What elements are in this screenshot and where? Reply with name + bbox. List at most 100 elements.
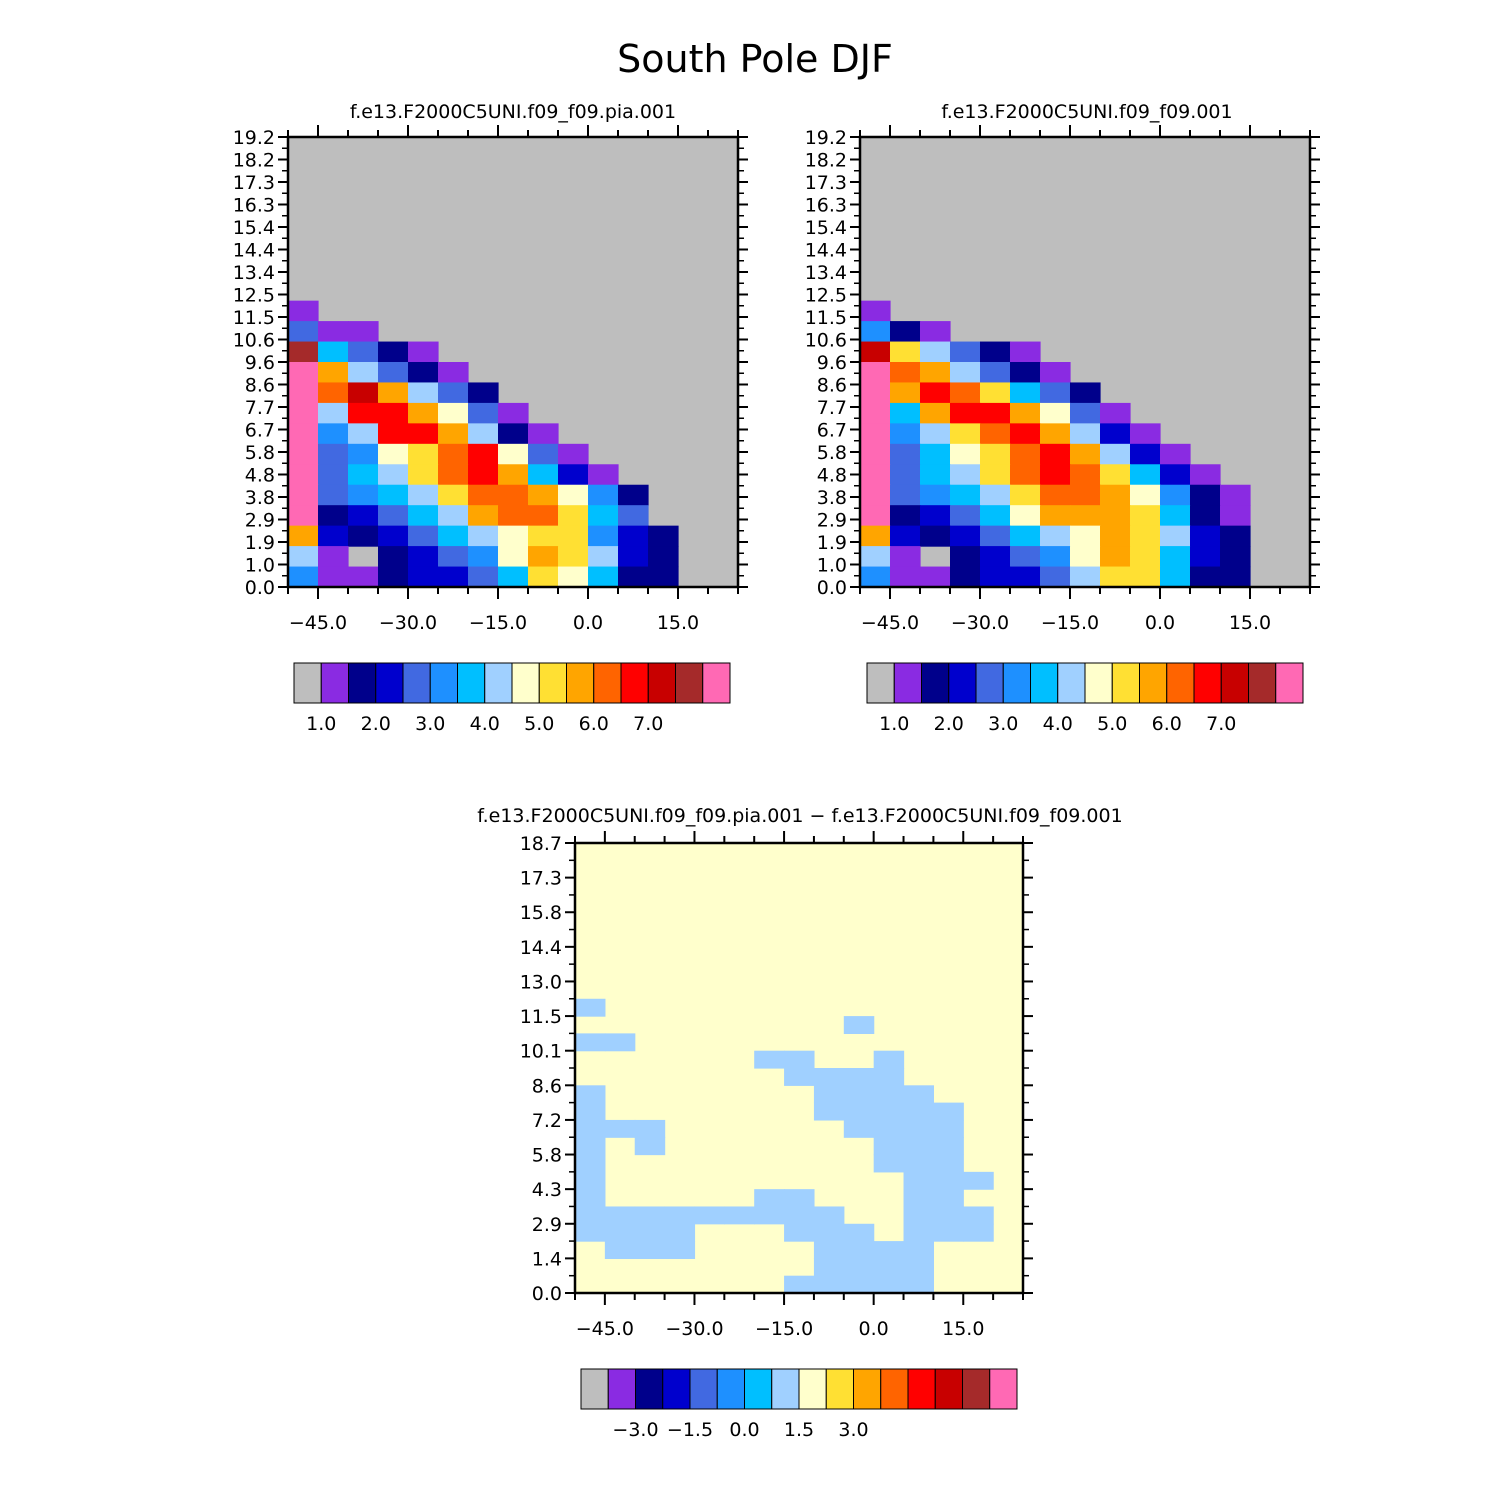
- colorbar-box: [1193, 662, 1222, 704]
- heatmap-cell: [890, 546, 921, 568]
- colorbar-box: [429, 662, 458, 704]
- heatmap-cell: [575, 1033, 606, 1052]
- y-tick-label: 2.9: [817, 510, 847, 532]
- heatmap-cell: [408, 402, 439, 424]
- colorbar-box: [866, 662, 895, 704]
- heatmap-cell: [618, 525, 649, 547]
- heatmap-cell: [1040, 525, 1071, 547]
- x-tick-label: −45.0: [576, 1318, 634, 1340]
- heatmap-cell: [468, 566, 499, 588]
- colorbar-box: [798, 1368, 827, 1410]
- heatmap-cell: [950, 566, 981, 588]
- heatmap-cell: [1190, 484, 1221, 506]
- panel-diff-cells: [575, 843, 1023, 1294]
- y-tick-label: 17.3: [520, 868, 562, 890]
- heatmap-cell: [498, 546, 529, 568]
- x-tick-label: 0.0: [573, 612, 603, 634]
- heatmap-cell: [1010, 341, 1041, 363]
- heatmap-cell: [980, 546, 1011, 568]
- heatmap-cell: [920, 505, 951, 527]
- heatmap-cell: [1160, 546, 1191, 568]
- heatmap-cell: [558, 525, 589, 547]
- colorbar-box: [934, 1368, 963, 1410]
- heatmap-cell: [754, 1189, 785, 1208]
- heatmap-cell: [920, 402, 951, 424]
- heatmap-cell: [963, 1206, 994, 1225]
- colorbar-box: [1084, 662, 1113, 704]
- heatmap-cell: [618, 566, 649, 588]
- colorbar-label: 6.0: [1152, 713, 1182, 735]
- heatmap-cell: [903, 1137, 934, 1156]
- heatmap-cell: [604, 1223, 636, 1242]
- y-tick-label: 17.3: [805, 172, 847, 194]
- heatmap-cell: [1070, 423, 1101, 445]
- heatmap-cell: [468, 546, 499, 568]
- heatmap-cell: [288, 443, 319, 465]
- colorbar-box: [893, 662, 922, 704]
- heatmap-cell: [438, 566, 469, 588]
- colorbar-box: [1139, 662, 1168, 704]
- heatmap-cell: [348, 321, 379, 343]
- y-tick-label: 1.0: [817, 555, 847, 577]
- heatmap-cell: [1100, 402, 1131, 424]
- x-tick-label: −30.0: [665, 1318, 723, 1340]
- heatmap-cell: [558, 443, 589, 465]
- heatmap-cell: [920, 464, 951, 486]
- heatmap-cell: [950, 362, 981, 384]
- heatmap-cell: [648, 546, 679, 568]
- heatmap-cell: [1070, 382, 1101, 404]
- y-tick-label: 14.4: [233, 240, 275, 262]
- heatmap-cell: [890, 402, 921, 424]
- colorbar-box: [484, 662, 513, 704]
- colorbar-box: [975, 662, 1004, 704]
- heatmap-cell: [604, 1119, 636, 1138]
- heatmap-cell: [843, 1275, 875, 1294]
- heatmap-cell: [1190, 505, 1221, 527]
- heatmap-cell: [634, 1223, 666, 1242]
- heatmap-cell: [813, 1275, 845, 1294]
- colorbar-box: [607, 1368, 636, 1410]
- heatmap-cell: [890, 443, 921, 465]
- y-tick-label: 9.6: [817, 352, 847, 374]
- heatmap-cell: [664, 1241, 696, 1259]
- heatmap-cell: [980, 525, 1011, 547]
- heatmap-cell: [1010, 525, 1041, 547]
- y-tick-label: 13.4: [233, 262, 275, 284]
- heatmap-cell: [933, 1171, 964, 1190]
- heatmap-cell: [860, 525, 891, 547]
- y-tick-label: 14.4: [805, 240, 847, 262]
- heatmap-cell: [408, 464, 439, 486]
- heatmap-cell: [408, 484, 439, 506]
- colorbar-box: [348, 662, 377, 704]
- y-tick-label: 2.9: [245, 510, 275, 532]
- heatmap-cell: [980, 423, 1011, 445]
- heatmap-cell: [920, 382, 951, 404]
- colorbar-box: [1166, 662, 1195, 704]
- heatmap-cell: [933, 1119, 964, 1138]
- y-tick-label: 12.5: [233, 285, 275, 307]
- y-tick-label: 10.6: [233, 330, 275, 352]
- figure-title: South Pole DJF: [617, 37, 893, 81]
- colorbar-box: [566, 662, 595, 704]
- heatmap-cell: [378, 464, 409, 486]
- heatmap-cell: [950, 443, 981, 465]
- y-tick-label: 12.5: [805, 285, 847, 307]
- panel-diff: f.e13.F2000C5UNI.f09_f09.pia.001 − f.e13…: [477, 805, 1122, 1441]
- y-tick-label: 11.5: [520, 1006, 562, 1028]
- y-tick-label: 1.0: [245, 555, 275, 577]
- heatmap-cell: [920, 525, 951, 547]
- heatmap-cell: [903, 1154, 934, 1173]
- heatmap-cell: [1070, 443, 1101, 465]
- colorbar-box: [771, 1368, 800, 1410]
- heatmap-cell: [408, 382, 439, 404]
- y-tick-label: 9.6: [245, 352, 275, 374]
- heatmap-cell: [784, 1068, 815, 1086]
- heatmap-cell: [980, 362, 1011, 384]
- heatmap-cell: [1220, 505, 1251, 527]
- heatmap-cell: [634, 1241, 666, 1259]
- colorbar-label: 3.0: [988, 713, 1018, 735]
- heatmap-cell: [468, 402, 499, 424]
- heatmap-cell: [575, 1102, 606, 1121]
- colorbar-box: [702, 662, 731, 704]
- heatmap-cell: [588, 546, 619, 568]
